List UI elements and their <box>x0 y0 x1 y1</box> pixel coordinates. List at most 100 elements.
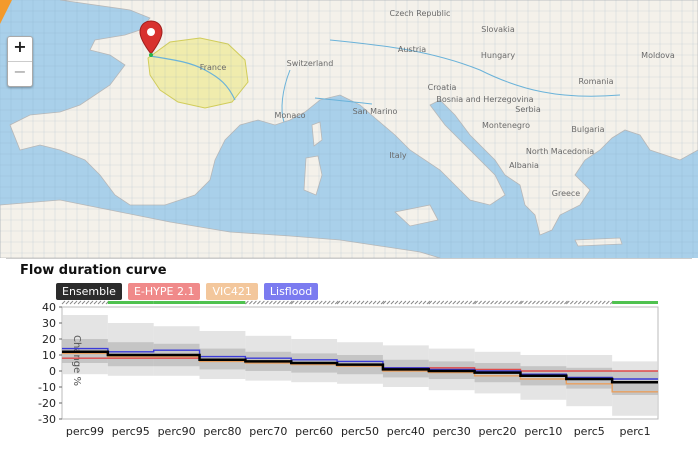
availability-bar <box>107 301 154 304</box>
y-tick-label: -10 <box>38 381 56 394</box>
hatch-stroke <box>376 300 381 305</box>
hatch-stroke <box>65 300 70 305</box>
hatch-stroke <box>605 300 610 305</box>
hatch-stroke <box>510 300 514 305</box>
hatch-stroke <box>472 300 477 305</box>
hatch-stroke <box>524 300 528 305</box>
river-po <box>314 97 373 105</box>
hatch-stroke <box>414 300 419 305</box>
hatch-stroke <box>380 300 385 305</box>
x-tick-label: perc5 <box>574 425 605 438</box>
hatch-stroke <box>61 300 66 305</box>
hatch-stroke <box>360 300 365 305</box>
map-label: Albania <box>509 161 539 170</box>
hatch-stroke <box>81 300 86 305</box>
hatch-stroke <box>273 300 277 305</box>
availability-bar <box>474 300 522 305</box>
hatch-stroke <box>552 300 556 305</box>
hatch-stroke <box>601 300 606 305</box>
x-tick-label: perc60 <box>295 425 333 438</box>
land-europe <box>9 0 698 236</box>
legend-e-hype[interactable]: E-HYPE 2.1 <box>127 283 201 300</box>
hatch-stroke <box>540 300 544 305</box>
hatch-stroke <box>318 300 323 305</box>
map-label: Bosnia and Herzegovina <box>436 95 533 104</box>
hatch-stroke <box>560 300 564 305</box>
zoom-in-button[interactable]: + <box>13 37 27 56</box>
land-sicily <box>394 204 439 227</box>
hatch-stroke <box>97 300 102 305</box>
availability-bar <box>336 300 385 305</box>
hatch-stroke <box>478 300 482 305</box>
location-marker-icon[interactable] <box>139 20 163 57</box>
series-legend: Ensemble E-HYPE 2.1 VIC421 Lisflood <box>56 283 319 300</box>
hatch-stroke <box>386 300 391 305</box>
hatch-stroke <box>585 300 590 305</box>
hatch-stroke <box>101 300 106 305</box>
hatch-stroke <box>506 300 510 305</box>
y-tick-label: 40 <box>42 301 56 314</box>
hatch-stroke <box>452 300 457 305</box>
map-label: France <box>200 63 227 72</box>
hatch-stroke <box>518 300 522 305</box>
flow-duration-chart: -30 -20 -10 0 10 20 30 40 Change % perc99 perc95 pe… <box>38 300 659 438</box>
hatch-stroke <box>277 300 281 305</box>
hatch-stroke <box>330 300 335 305</box>
map-label: North Macedonia <box>526 147 594 156</box>
x-tick-label: perc50 <box>341 425 379 438</box>
hatch-stroke <box>589 300 594 305</box>
hatch-stroke <box>382 300 387 305</box>
hatch-stroke <box>544 300 548 305</box>
hatch-stroke <box>314 300 319 305</box>
hatch-stroke <box>569 300 574 305</box>
hatch-stroke <box>528 300 532 305</box>
hatch-stroke <box>249 300 253 305</box>
x-tick-label: perc20 <box>478 425 516 438</box>
availability-bar <box>61 300 110 305</box>
hatch-stroke <box>410 300 415 305</box>
series-line-ensemble <box>62 350 658 384</box>
hatch-stroke <box>474 300 478 305</box>
hatch-stroke <box>334 300 339 305</box>
hatch-stroke <box>93 300 98 305</box>
availability-bar <box>245 300 293 305</box>
hatch-stroke <box>460 300 465 305</box>
hatch-stroke <box>265 300 269 305</box>
map-canvas[interactable]: Czech Republic Slovakia Austria Hungary Swit… <box>0 0 698 258</box>
availability-bar <box>382 300 431 305</box>
hatch-stroke <box>436 300 441 305</box>
legend-ensemble[interactable]: Ensemble <box>56 283 122 300</box>
hatch-stroke <box>290 300 295 305</box>
x-tick-label: perc40 <box>387 425 425 438</box>
hatch-stroke <box>406 300 411 305</box>
x-tick-label: perc90 <box>158 425 196 438</box>
hatch-stroke <box>490 300 494 305</box>
hatch-stroke <box>348 300 353 305</box>
hatch-stroke <box>577 300 582 305</box>
map-label: Bulgaria <box>571 125 604 134</box>
legend-lisflood[interactable]: Lisflood <box>263 283 319 300</box>
river-rhone <box>281 69 291 123</box>
map-label: Italy <box>389 151 407 160</box>
hatch-stroke <box>494 300 498 305</box>
y-tick-label: -30 <box>38 413 56 426</box>
hatch-stroke <box>281 300 285 305</box>
y-tick-label: 30 <box>42 317 56 330</box>
hatch-stroke <box>298 300 303 305</box>
map-label: Romania <box>579 77 614 86</box>
legend-vic421[interactable]: VIC421 <box>206 283 258 300</box>
zoom-out-button[interactable]: − <box>8 61 32 86</box>
zoom-control: + − <box>7 36 33 87</box>
map-view[interactable]: Czech Republic Slovakia Austria Hungary Swit… <box>0 0 698 258</box>
x-tick-label: perc70 <box>249 425 287 438</box>
hatch-stroke <box>502 300 506 305</box>
hatch-stroke <box>340 300 345 305</box>
hatch-stroke <box>77 300 82 305</box>
hatch-stroke <box>306 300 311 305</box>
land-sardinia <box>303 155 323 196</box>
hatch-stroke <box>394 300 399 305</box>
map-label: Moldova <box>641 51 675 60</box>
flow-duration-panel: Flow duration curve Ensemble E-HYPE 2.1 … <box>6 258 692 449</box>
availability-bar <box>290 300 339 305</box>
map-label: Monaco <box>274 111 305 120</box>
